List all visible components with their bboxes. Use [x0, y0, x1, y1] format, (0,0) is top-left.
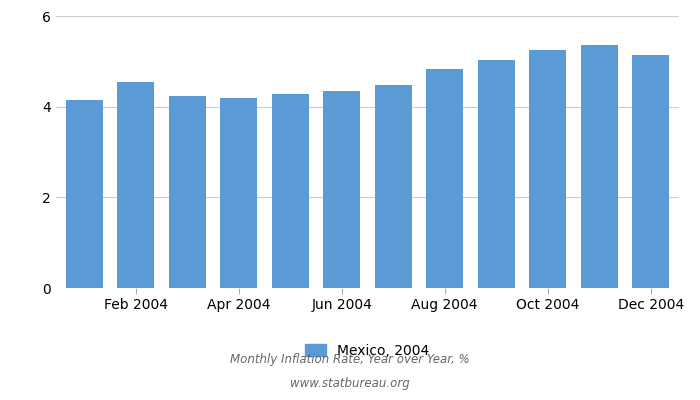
Bar [426, 70, 463, 288]
Legend: Mexico, 2004: Mexico, 2004 [300, 338, 435, 364]
Bar [374, 85, 412, 288]
Bar [581, 45, 617, 288]
Text: Monthly Inflation Rate, Year over Year, %: Monthly Inflation Rate, Year over Year, … [230, 354, 470, 366]
Bar [66, 100, 103, 288]
Bar [529, 50, 566, 288]
Bar [323, 91, 360, 288]
Bar [220, 98, 258, 288]
Bar [477, 60, 514, 288]
Text: www.statbureau.org: www.statbureau.org [290, 378, 410, 390]
Bar [169, 96, 206, 288]
Bar [118, 82, 154, 288]
Bar [632, 56, 669, 288]
Bar [272, 94, 309, 288]
